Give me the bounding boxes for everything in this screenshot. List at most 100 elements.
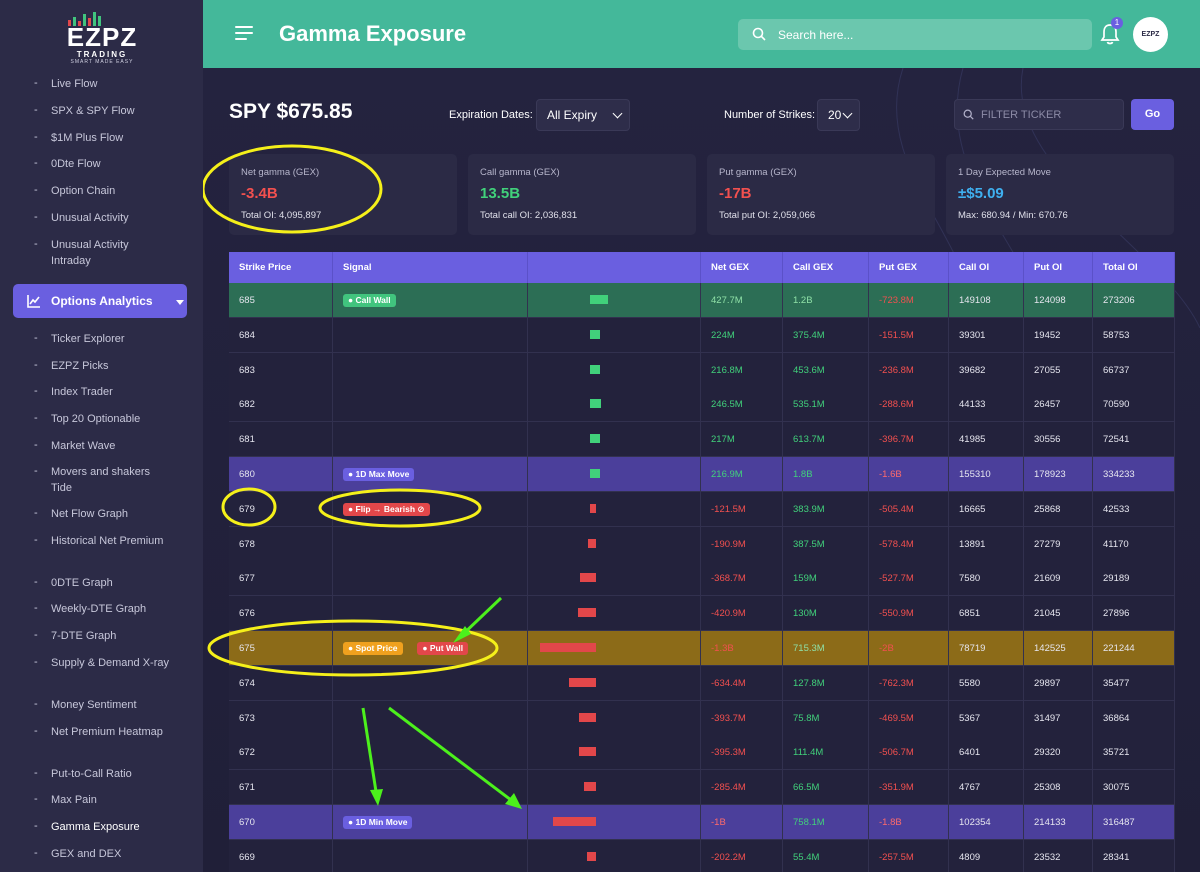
column-header[interactable]: Put GEX [869,252,949,283]
options-analytics-button[interactable]: Options Analytics [13,284,187,318]
card-label: Net gamma (GEX) [241,167,320,178]
cell-put-oi: 21609 [1024,561,1093,597]
table-row[interactable]: 684 224M 375.4M -151.5M 39301 19452 58753 [229,317,1175,353]
table-row[interactable]: 672 -395.3M 111.4M -506.7M 6401 29320 35721 [229,735,1175,771]
cell-signal [333,839,528,872]
table-row[interactable]: 677 -368.7M 159M -527.7M 7580 21609 29189 [229,561,1175,597]
table-row[interactable]: 685 ● Call Wall 427.7M 1.2B -723.8M 149108 124… [229,283,1175,318]
ezpz-logo[interactable]: EZPZ TRADING SMART MADE EASY [56,8,148,66]
cell-call-oi: 41985 [949,422,1024,458]
column-header[interactable]: Call OI [949,252,1024,283]
sidebar-item-label: SPX & SPY Flow [51,105,135,117]
table-row[interactable]: 670 ● 1D Min Move -1B 758.1M -1.8B 102354 2141… [229,805,1175,840]
cell-call-oi: 6401 [949,735,1024,771]
sidebar-item-label: Weekly-DTE Graph [51,603,147,615]
expiration-select[interactable]: All Expiry [536,99,630,131]
filter-ticker-input[interactable] [981,100,1121,129]
column-header[interactable]: Total OI [1093,252,1175,283]
positive-gex-bar [590,434,600,444]
table-row[interactable]: 673 -393.7M 75.8M -469.5M 5367 31497 36864 [229,700,1175,736]
cell-net-gex: -634.4M [701,665,783,701]
cell-gex-bar [528,700,701,736]
column-header[interactable]: Put OI [1024,252,1093,283]
cell-call-gex: 383.9M [783,491,869,527]
sidebar-item-label: $1M Plus Flow [51,132,124,144]
table-row[interactable]: 674 -634.4M 127.8M -762.3M 5580 29897 35477 [229,665,1175,701]
card-subtext: Total call OI: 2,036,831 [480,210,578,221]
column-header[interactable]: Call GEX [783,252,869,283]
cell-call-gex: 130M [783,596,869,632]
bullet-dash-icon: - [34,576,38,588]
table-row[interactable]: 671 -285.4M 66.5M -351.9M 4767 25308 30075 [229,770,1175,806]
page-title: Gamma Exposure [279,21,467,46]
table-row[interactable]: 681 217M 613.7M -396.7M 41985 30556 72541 [229,422,1175,458]
cell-put-gex: -2B [869,631,949,666]
strikes-select[interactable]: 20 [817,99,860,131]
positive-gex-bar [590,364,600,374]
card-label: 1 Day Expected Move [958,167,1051,178]
bullet-dash-icon: - [34,211,38,223]
column-header[interactable]: Strike Price [229,252,333,283]
summary-card-0: Net gamma (GEX) -3.4B Total OI: 4,095,897 [229,154,457,235]
column-header[interactable] [528,252,701,283]
sidebar-item-label: Historical Net Premium [51,535,164,547]
table-row[interactable]: 678 -190.9M 387.5M -578.4M 13891 27279 41170 [229,526,1175,562]
signal-badge: ● Put Wall [417,642,469,655]
sidebar-item-label: Option Chain [51,185,116,197]
bullet-dash-icon: - [34,332,38,344]
card-value: -17B [719,185,752,202]
cell-strike: 677 [229,561,333,597]
cell-net-gex: 246.5M [701,387,783,423]
cell-total-oi: 28341 [1093,839,1175,872]
column-header[interactable]: Signal [333,252,528,283]
table-row[interactable]: 680 ● 1D Max Move 216.9M 1.8B -1.6B 155310 178… [229,457,1175,492]
hamburger-menu-icon[interactable] [235,26,253,40]
table-header: Strike Price Signal Net GEX Call GEX Put GEX… [229,252,1175,283]
user-avatar[interactable]: EZPZ [1133,17,1168,52]
table-row[interactable]: 669 -202.2M 55.4M -257.5M 4809 23532 28341 [229,839,1175,872]
table-row[interactable]: 675 ● Spot Price ● Put Wall -1.3B 715.3M -2B 7… [229,631,1175,666]
search-box[interactable] [738,19,1092,50]
table-row[interactable]: 676 -420.9M 130M -550.9M 6851 21045 27896 [229,596,1175,632]
table-row[interactable]: 683 216.8M 453.6M -236.8M 39682 27055 66737 [229,352,1175,388]
bullet-dash-icon: - [34,131,38,143]
sidebar-item-label: 7-DTE Graph [51,630,117,642]
cell-call-oi: 102354 [949,805,1024,840]
sidebar-item-label: Money Sentiment [51,699,137,711]
bullet-dash-icon: - [34,793,38,805]
cell-call-gex: 55.4M [783,839,869,872]
search-input[interactable] [778,19,1078,50]
cell-put-oi: 31497 [1024,700,1093,736]
negative-gex-bar [578,608,596,618]
caret-down-icon [176,300,184,305]
negative-gex-bar [580,573,596,583]
main-content: SPY $675.85 Expiration Dates: All Expiry… [203,68,1200,872]
go-button[interactable]: Go [1131,99,1174,130]
card-subtext: Max: 680.94 / Min: 670.76 [958,210,1068,221]
cell-strike: 685 [229,283,333,318]
cell-put-gex: -1.6B [869,457,949,492]
cell-put-oi: 142525 [1024,631,1093,666]
bullet-dash-icon: - [34,238,38,250]
cell-signal [333,700,528,736]
column-header[interactable]: Net GEX [701,252,783,283]
bullet-dash-icon: - [34,767,38,779]
cell-gex-bar [528,770,701,806]
logo-candles-icon [66,12,110,26]
negative-gex-bar [579,712,596,722]
bullet-dash-icon: - [34,104,38,116]
strikes-value: 20 [828,108,842,122]
card-subtext: Total put OI: 2,059,066 [719,210,816,221]
cell-call-oi: 16665 [949,491,1024,527]
cell-total-oi: 30075 [1093,770,1175,806]
negative-gex-bar [587,851,596,861]
signal-badge: ● Call Wall [343,294,396,307]
table-row[interactable]: 682 246.5M 535.1M -288.6M 44133 26457 70590 [229,387,1175,423]
cell-call-oi: 4767 [949,770,1024,806]
cell-total-oi: 42533 [1093,491,1175,527]
cell-gex-bar [528,352,701,388]
filter-ticker-box[interactable] [954,99,1124,130]
table-row[interactable]: 679 ● Flip → Bearish ⊘ -121.5M 383.9M -505.4… [229,491,1175,527]
cell-total-oi: 36864 [1093,700,1175,736]
positive-gex-bar [590,295,609,304]
